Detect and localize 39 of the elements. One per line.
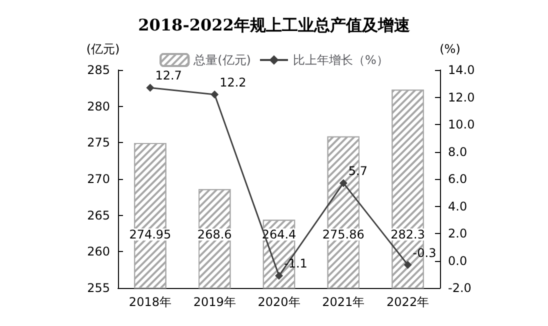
point	[339, 179, 348, 188]
data-label: -0.3	[412, 246, 436, 260]
y2-tick-label: 8.0	[448, 144, 468, 159]
y-tick-label: 280	[87, 99, 110, 114]
data-label: 5.7	[348, 164, 368, 178]
y-tick-label: 285	[87, 63, 110, 77]
x-tick-label: 2018年	[128, 295, 172, 309]
y-tick-label: 270	[87, 172, 110, 186]
y2-tick-label: 12.0	[448, 90, 475, 104]
y2-tick-label: 14.0	[448, 63, 475, 77]
data-label: 12.7	[155, 68, 182, 83]
point	[404, 260, 412, 269]
y-tick-label: 260	[87, 244, 110, 259]
y2-tick-label: -2.0	[448, 281, 472, 295]
legend-label: 总量(亿元)	[192, 53, 251, 67]
data-label: 274.95	[129, 228, 172, 242]
y2-tick-label: 0.0	[448, 254, 468, 268]
data-label: 275.86	[322, 228, 364, 242]
x-tick-label: 2020年	[258, 295, 300, 309]
x-tick-label: 2019年	[193, 295, 236, 309]
y2-tick-label: 10.0	[448, 118, 475, 132]
y-tick-label: 275	[87, 136, 110, 150]
point	[210, 90, 219, 99]
point	[275, 272, 283, 280]
chart-title: 2018-2022年规上工业总产值及增速	[138, 16, 411, 34]
data-label: 12.2	[220, 76, 246, 90]
y-tick-label: 255	[87, 281, 110, 295]
data-label: 268.6	[197, 228, 232, 242]
y-axis-title: (亿元)	[86, 42, 120, 56]
y2-tick-label: 2.0	[448, 226, 468, 240]
y2-axis-title: (%)	[440, 42, 460, 56]
x-tick-label: 2022年	[386, 295, 430, 309]
point	[146, 84, 154, 92]
x-tick-label: 2021年	[322, 295, 365, 309]
y2-tick-label: 4.0	[448, 199, 468, 214]
data-label: 282.3	[390, 228, 425, 242]
legend-label: 比上年增长（%）	[292, 53, 388, 67]
y-tick-label: 265	[87, 208, 110, 222]
y2-tick-label: 6.0	[448, 172, 468, 186]
